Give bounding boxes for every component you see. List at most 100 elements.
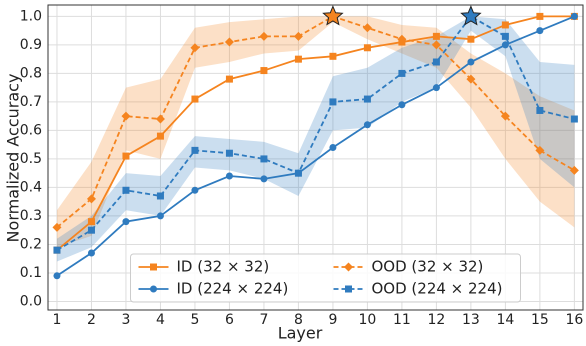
point — [467, 35, 475, 43]
point — [87, 218, 95, 226]
legend-marker — [345, 285, 352, 293]
point — [224, 37, 234, 47]
point — [293, 31, 303, 41]
x-tick-label: 10 — [358, 312, 376, 328]
point — [466, 74, 476, 84]
series-line — [56, 15, 575, 229]
point — [536, 27, 544, 35]
max-star — [460, 5, 482, 26]
legend: ID (32 × 32) OOD (32 × 32) ID (224 × 224) O… — [130, 253, 521, 303]
point — [535, 145, 545, 155]
point — [432, 84, 440, 92]
point — [569, 165, 579, 175]
point — [570, 12, 578, 20]
point — [156, 192, 164, 200]
point — [259, 31, 269, 41]
x-axis-label: Layer — [278, 324, 323, 343]
x-tick-label: 13 — [462, 312, 480, 328]
point — [225, 75, 233, 83]
point — [225, 172, 233, 180]
point — [329, 98, 337, 106]
x-tick-label: 5 — [190, 312, 199, 328]
x-tick-label: 9 — [328, 312, 337, 328]
legend-label: OOD (224 × 224) — [372, 280, 503, 298]
y-tick-label: 0.0 — [20, 293, 42, 309]
y-tick-label: 0.5 — [20, 151, 42, 167]
point — [260, 175, 268, 183]
x-tick-label: 1 — [53, 312, 62, 328]
series-line — [56, 15, 575, 251]
x-tick-label: 12 — [427, 312, 445, 328]
y-tick-label: 0.2 — [20, 236, 42, 252]
y-axis-label: Normalized Accuracy — [4, 74, 23, 243]
x-tick-label: 3 — [121, 312, 130, 328]
y-tick-label: 0.6 — [20, 122, 42, 138]
point — [363, 44, 371, 52]
point — [501, 32, 509, 40]
max-star — [322, 5, 344, 26]
point — [122, 152, 130, 160]
x-tick-label: 16 — [565, 312, 583, 328]
point — [501, 21, 509, 29]
series-line — [56, 15, 575, 251]
legend-marker — [344, 262, 353, 272]
point — [87, 249, 95, 257]
y-tick-label: 0.1 — [20, 265, 42, 281]
point — [225, 149, 233, 157]
point — [52, 222, 62, 232]
point — [122, 186, 130, 194]
point — [398, 101, 406, 109]
point — [121, 111, 131, 121]
legend-label: ID (32 × 32) — [177, 258, 270, 276]
point — [329, 144, 337, 152]
legend-box — [130, 253, 521, 303]
x-tick-label: 15 — [531, 312, 549, 328]
point — [156, 212, 164, 220]
series-line — [56, 15, 575, 277]
point — [191, 186, 199, 194]
point — [500, 111, 510, 121]
point — [191, 95, 199, 103]
point — [294, 169, 302, 177]
point — [122, 218, 130, 226]
y-tick-label: 0.7 — [20, 94, 42, 110]
y-tick-label: 1.0 — [20, 8, 42, 24]
x-tick-label: 14 — [496, 312, 514, 328]
legend-marker — [150, 263, 157, 271]
point — [536, 12, 544, 20]
point — [155, 114, 165, 124]
point — [362, 23, 372, 33]
point — [432, 58, 440, 66]
point — [501, 41, 509, 49]
point — [190, 43, 200, 53]
point — [294, 55, 302, 63]
point — [363, 95, 371, 103]
plot-area — [52, 5, 579, 280]
point — [53, 246, 61, 254]
point — [432, 32, 440, 40]
y-tick-label: 0.9 — [20, 37, 42, 53]
confidence-band — [56, 16, 575, 248]
point — [397, 34, 407, 44]
y-tick-label: 0.4 — [20, 179, 42, 195]
point — [536, 106, 544, 114]
legend-label: ID (224 × 224) — [177, 280, 289, 298]
point — [191, 146, 199, 154]
x-tick-label: 7 — [259, 312, 268, 328]
point — [260, 155, 268, 163]
point — [570, 115, 578, 123]
point — [363, 121, 371, 129]
point — [86, 194, 96, 204]
x-tick-label: 6 — [225, 312, 234, 328]
point — [398, 69, 406, 77]
point — [431, 40, 441, 50]
plot-frame — [47, 4, 584, 311]
legend-marker — [150, 285, 157, 293]
point — [156, 132, 164, 140]
point — [87, 226, 95, 234]
point — [467, 58, 475, 66]
y-tick-label: 0.8 — [20, 65, 42, 81]
point — [329, 52, 337, 60]
point — [260, 67, 268, 75]
